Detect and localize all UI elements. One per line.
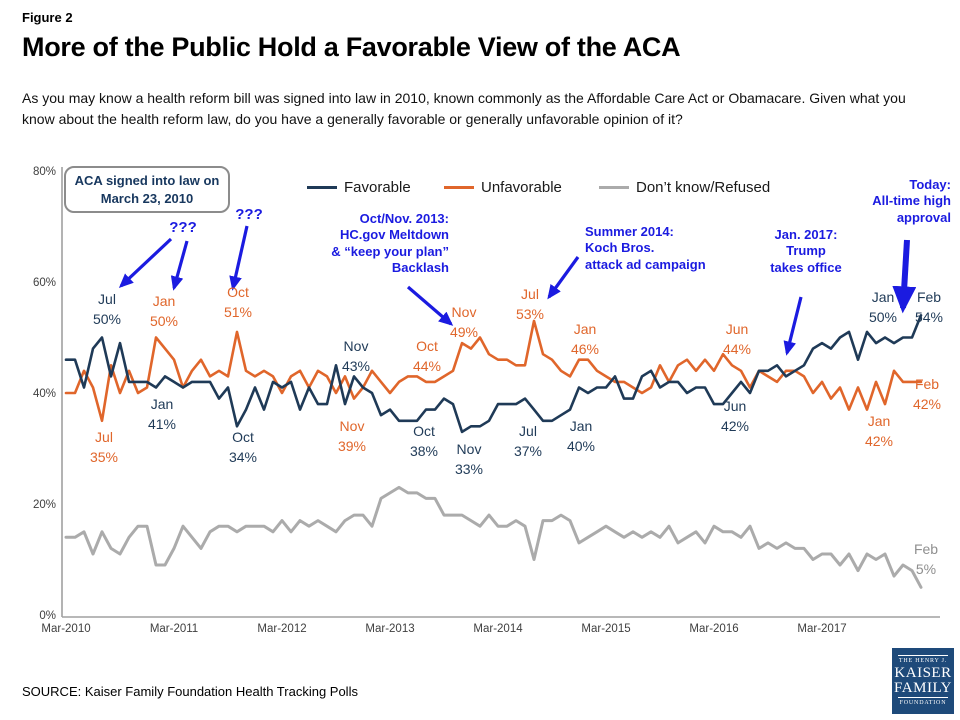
- annotation-arrow: [406, 285, 454, 326]
- x-tick-label: Mar-2010: [41, 623, 90, 635]
- y-tick-label: 80%: [33, 166, 56, 178]
- point-label: Jan 42%: [864, 413, 894, 449]
- logo-line-kaiser: KAISER: [894, 664, 952, 681]
- point-label: Nov 33%: [454, 441, 484, 477]
- logo-line-family: FAMILY: [894, 680, 952, 696]
- annotation-koch: Summer 2014: Koch Bros. attack ad campaign: [585, 224, 706, 272]
- chart-legend: Favorable Unfavorable Don’t know/Refused: [0, 179, 960, 199]
- point-label: Feb 54%: [914, 289, 944, 325]
- annotation-arrow: [118, 237, 173, 288]
- point-label: Nov 43%: [341, 338, 371, 374]
- point-label: Jan 46%: [570, 321, 600, 357]
- annotation-today: Today: All-time high approval: [872, 177, 951, 225]
- point-label: Feb 5%: [913, 541, 939, 577]
- dontknow-line-swatch: [599, 186, 629, 189]
- favorable-line: [64, 313, 923, 434]
- x-tick-label: Mar-2017: [797, 623, 846, 635]
- legend-item-dontknow: Don’t know/Refused: [599, 179, 770, 196]
- legend-item-favorable: Favorable: [307, 179, 411, 196]
- logo-line-the-henry-j: THE HENRY J.: [898, 658, 948, 665]
- point-label: Jul 35%: [89, 429, 119, 465]
- callout-aca-signed: ACA signed into law on March 23, 2010: [64, 166, 230, 214]
- source-note: SOURCE: Kaiser Family Foundation Health …: [22, 684, 358, 699]
- annotation-mystery-1: ???: [169, 219, 197, 236]
- unfavorable-line: [64, 319, 923, 423]
- annotation-hcgov: Oct/Nov. 2013: HC.gov Meltdown & “keep you…: [331, 211, 449, 275]
- annotation-arrow: [783, 296, 803, 356]
- legend-label: Unfavorable: [481, 179, 562, 196]
- point-label: Oct 44%: [412, 338, 442, 374]
- unfavorable-line-swatch: [444, 186, 474, 189]
- point-label: Jul 50%: [92, 291, 122, 327]
- logo-rule: [898, 697, 948, 699]
- y-tick-label: 0%: [39, 610, 56, 622]
- page-title: More of the Public Hold a Favorable View…: [22, 32, 681, 62]
- favorable-line-swatch: [307, 186, 337, 189]
- point-label: Oct 34%: [228, 429, 258, 465]
- annotation-mystery-2: ???: [235, 206, 263, 223]
- annotation-arrow: [892, 239, 917, 314]
- point-label: Jan 41%: [147, 396, 177, 432]
- logo-line-foundation: FOUNDATION: [899, 700, 947, 707]
- point-label: Jun 44%: [722, 321, 752, 357]
- legend-item-unfavorable: Unfavorable: [444, 179, 562, 196]
- y-tick-label: 20%: [33, 499, 56, 511]
- dontknow-line: [64, 485, 923, 589]
- logo-rule: [898, 655, 948, 657]
- question-text: As you may know a health reform bill was…: [22, 90, 906, 127]
- annotation-trump: Jan. 2017: Trump takes office: [770, 227, 842, 275]
- point-label: Jul 37%: [513, 423, 543, 459]
- point-label: Feb 42%: [912, 376, 942, 412]
- legend-label: Don’t know/Refused: [636, 179, 771, 196]
- point-label: Jun 42%: [720, 398, 750, 434]
- annotation-arrow: [229, 225, 249, 291]
- point-label: Nov 49%: [449, 304, 479, 340]
- y-tick-label: 40%: [33, 388, 56, 400]
- x-tick-label: Mar-2012: [257, 623, 306, 635]
- point-label: Jan 40%: [566, 418, 596, 454]
- point-label: Jan 50%: [868, 289, 898, 325]
- kaiser-family-foundation-logo: THE HENRY J. KAISER FAMILY FOUNDATION: [892, 648, 954, 714]
- point-label: Oct 38%: [409, 423, 439, 459]
- y-tick-label: 60%: [33, 277, 56, 289]
- point-label: Jul 53%: [515, 286, 545, 322]
- point-label: Jan 50%: [149, 293, 179, 329]
- point-label: Nov 39%: [337, 418, 367, 454]
- x-tick-label: Mar-2014: [473, 623, 523, 635]
- point-label: Oct 51%: [223, 284, 253, 320]
- figure-label: Figure 2: [22, 10, 73, 25]
- legend-label: Favorable: [344, 179, 411, 196]
- annotation-arrow: [547, 256, 580, 300]
- x-tick-label: Mar-2015: [581, 623, 630, 635]
- x-tick-label: Mar-2013: [365, 623, 414, 635]
- x-tick-label: Mar-2011: [150, 623, 198, 635]
- x-tick-label: Mar-2016: [689, 623, 738, 635]
- annotation-arrow: [170, 240, 189, 291]
